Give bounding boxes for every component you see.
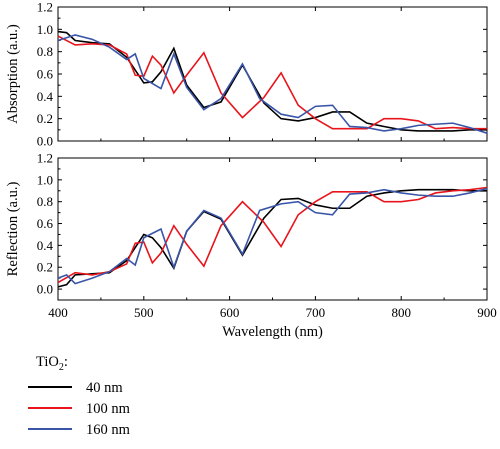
y-tick-label: 1.2 (37, 0, 53, 15)
series-line-100-nm (57, 186, 488, 284)
y-tick-label: 0.8 (37, 44, 53, 59)
legend-title-suffix: : (64, 354, 68, 370)
y-axis-label: Absorption (a.u.) (5, 24, 21, 124)
y-tick-label: 1.2 (37, 151, 53, 166)
y-tick-label: 0.0 (37, 134, 53, 149)
y-tick-label: 0.4 (37, 89, 54, 104)
series-line-100-nm (57, 35, 487, 130)
legend-label: 40 nm (86, 380, 123, 396)
y-tick-label: 0.2 (37, 111, 53, 126)
legend-title-sub: 2 (59, 362, 64, 373)
y-tick-label: 1.0 (37, 22, 53, 37)
legend-label: 160 nm (86, 422, 131, 438)
y-axis-label: Reflection (a.u.) (5, 182, 21, 277)
reflection-panel: 0.0 0.2 0.4 0.6 0.8 1.0 1.2 Reflection (a.u.) (5, 151, 488, 301)
x-tick-label: 700 (306, 305, 326, 320)
legend-title-main: TiO (36, 354, 59, 370)
absorption-panel: 0.0 0.2 0.4 0.6 0.8 1.0 1.2 Absorption (a.u.) (5, 0, 488, 149)
x-tick-label: 600 (220, 305, 240, 320)
x-axis-label: Wavelength (nm) (222, 324, 323, 340)
series-line-40-nm (57, 188, 487, 288)
y-tick-label: 0.2 (37, 260, 53, 275)
series-line-40-nm (57, 30, 487, 132)
plot-frame (57, 6, 488, 142)
x-tick-label: 800 (391, 305, 411, 320)
series-line-160-nm (57, 187, 488, 285)
y-tick-label: 0.6 (37, 216, 54, 231)
legend-title: TiO2: (36, 354, 68, 373)
y-tick-label: 1.0 (37, 172, 53, 187)
y-tick-label: 0.0 (37, 282, 53, 297)
series-line-160-nm (57, 34, 488, 134)
legend-label: 100 nm (86, 401, 131, 417)
legend: TiO2: 40 nm 100 nm 160 nm (28, 354, 131, 438)
x-tick-label: 400 (48, 305, 68, 320)
y-tick-label: 0.4 (37, 238, 54, 253)
x-axis: 400 500 600 700 800 900 Wavelength (nm) (48, 305, 497, 340)
y-tick-label: 0.8 (37, 194, 53, 209)
plot-frame (57, 157, 488, 301)
x-tick-label: 500 (134, 305, 154, 320)
y-tick-label: 0.6 (37, 67, 54, 82)
x-tick-label: 900 (477, 305, 497, 320)
